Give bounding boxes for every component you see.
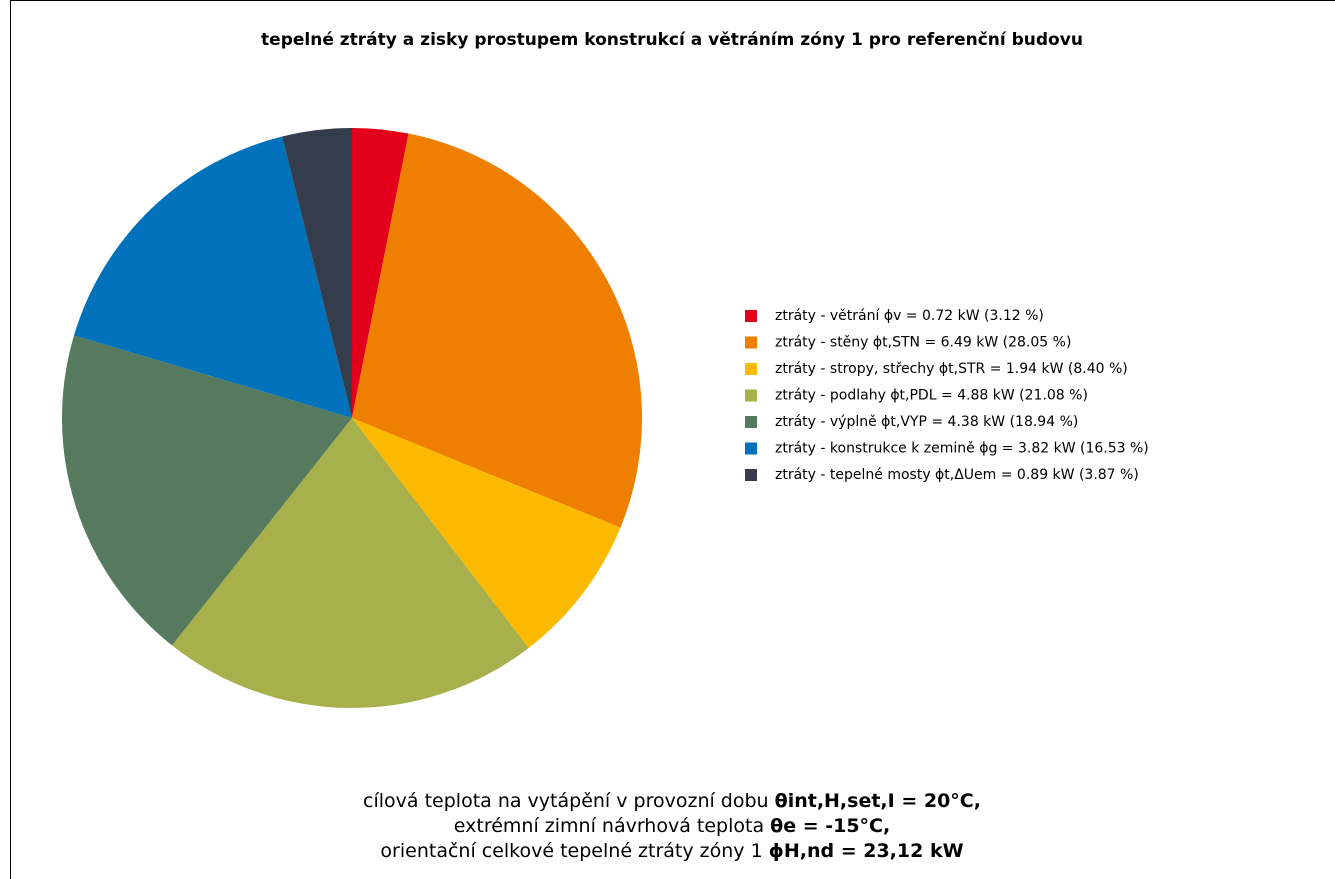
legend-swatch: [745, 442, 757, 455]
footer-line: orientační celkové tepelné ztráty zóny 1…: [380, 840, 963, 862]
legend-label: ztráty - tepelné mosty ϕt,ΔUem = 0.89 kW…: [775, 467, 1139, 483]
footer-emphasis: θint,H,set,I = 20°C,: [775, 790, 981, 812]
footer-emphasis: ϕH,nd = 23,12 kW: [769, 840, 964, 862]
footer-emphasis: θe = -15°C,: [770, 815, 890, 837]
pie-slice: [61, 335, 353, 646]
footer-text: extrémní zimní návrhová teplota: [454, 815, 770, 837]
legend-swatch: [745, 469, 757, 481]
legend-label: ztráty - větrání ϕv = 0.72 kW (3.12 %): [775, 308, 1044, 324]
footer-line: extrémní zimní návrhová teplota θe = -15…: [454, 815, 890, 837]
legend-swatch: [745, 389, 757, 402]
legend-label: ztráty - výplně ϕt,VYP = 4.38 kW (18.94 …: [775, 414, 1078, 430]
chart-title: tepelné ztráty a zisky prostupem konstru…: [261, 30, 1083, 50]
legend-swatch: [745, 310, 757, 322]
footer-line: cílová teplota na vytápění v provozní do…: [363, 790, 981, 812]
footer-text: orientační celkové tepelné ztráty zóny 1: [380, 840, 768, 862]
pie-slice: [74, 136, 352, 418]
legend-swatch: [745, 336, 757, 349]
pie-slice: [282, 128, 352, 418]
legend-label: ztráty - konstrukce k zemině ϕg = 3.82 k…: [775, 441, 1149, 457]
legend-label: ztráty - podlahy ϕt,PDL = 4.88 kW (21.08…: [775, 388, 1088, 404]
legend-label: ztráty - stěny ϕt,STN = 6.49 kW (28.05 %…: [775, 335, 1071, 351]
legend-label: ztráty - stropy, střechy ϕt,STR = 1.94 k…: [775, 361, 1128, 377]
pie-slice: [352, 133, 642, 528]
pie-slice: [352, 128, 409, 418]
pie-slice: [352, 418, 621, 648]
legend-swatch: [745, 416, 757, 428]
pie-slice: [172, 418, 529, 708]
footer-text: cílová teplota na vytápění v provozní do…: [363, 790, 775, 812]
legend-swatch: [745, 363, 757, 375]
